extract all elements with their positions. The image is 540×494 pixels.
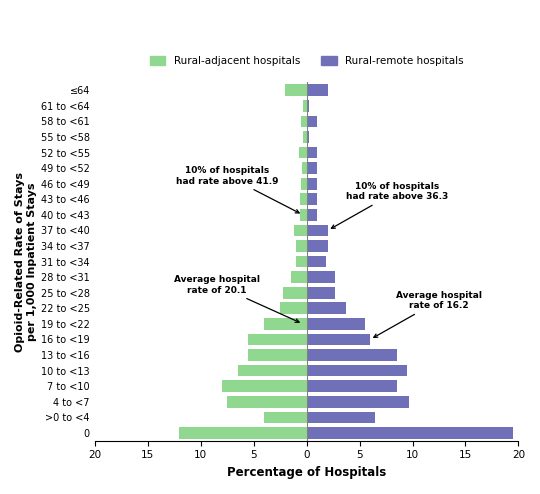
Bar: [307, 178, 317, 190]
Bar: [307, 194, 317, 205]
Bar: [307, 318, 365, 329]
Bar: [301, 178, 307, 190]
Bar: [307, 396, 409, 408]
Bar: [307, 412, 375, 423]
Bar: [299, 147, 307, 159]
Bar: [238, 365, 307, 376]
Bar: [307, 131, 309, 143]
Bar: [300, 209, 307, 221]
Bar: [307, 349, 396, 361]
Y-axis label: Opioid-Related Rate of Stays
per 1,000 Inpatient Stays: Opioid-Related Rate of Stays per 1,000 I…: [15, 171, 37, 352]
Bar: [303, 131, 307, 143]
Text: Average hospital
rate of 20.1: Average hospital rate of 20.1: [173, 275, 299, 322]
Bar: [296, 256, 307, 267]
Bar: [264, 412, 307, 423]
Bar: [222, 380, 307, 392]
Bar: [307, 333, 370, 345]
Bar: [248, 349, 307, 361]
Bar: [307, 380, 396, 392]
Bar: [303, 100, 307, 112]
Bar: [301, 116, 307, 127]
Bar: [280, 302, 307, 314]
Bar: [307, 116, 317, 127]
Bar: [264, 318, 307, 329]
Bar: [307, 240, 328, 252]
Bar: [179, 427, 307, 439]
Bar: [307, 100, 309, 112]
Bar: [291, 271, 307, 283]
Bar: [307, 225, 328, 236]
Bar: [286, 84, 307, 96]
Bar: [307, 365, 407, 376]
Bar: [307, 209, 317, 221]
Legend: Rural-adjacent hospitals, Rural-remote hospitals: Rural-adjacent hospitals, Rural-remote h…: [146, 52, 468, 70]
Bar: [307, 302, 346, 314]
Text: 10% of hospitals
had rate above 41.9: 10% of hospitals had rate above 41.9: [176, 166, 299, 213]
Bar: [296, 240, 307, 252]
Bar: [307, 147, 317, 159]
Bar: [307, 162, 317, 174]
Bar: [307, 271, 335, 283]
X-axis label: Percentage of Hospitals: Percentage of Hospitals: [227, 466, 386, 479]
Bar: [227, 396, 307, 408]
Bar: [307, 84, 328, 96]
Bar: [248, 333, 307, 345]
Bar: [294, 225, 307, 236]
Text: Average hospital
rate of 16.2: Average hospital rate of 16.2: [374, 291, 482, 337]
Bar: [302, 162, 307, 174]
Bar: [307, 256, 326, 267]
Bar: [300, 194, 307, 205]
Text: 10% of hospitals
had rate above 36.3: 10% of hospitals had rate above 36.3: [332, 182, 448, 228]
Bar: [284, 287, 307, 298]
Bar: [307, 427, 513, 439]
Bar: [307, 287, 335, 298]
